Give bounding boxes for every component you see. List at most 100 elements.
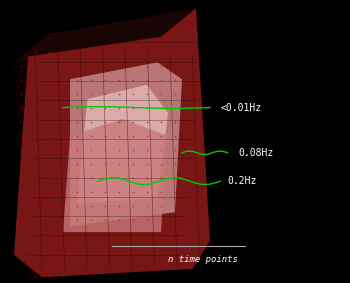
Point (200, 176, 206, 180)
Point (88, 260, 94, 264)
Point (46, 176, 52, 180)
Point (130, 246, 136, 250)
Point (172, 204, 178, 208)
Point (186, 64, 192, 68)
Point (130, 232, 136, 236)
Point (88, 106, 94, 110)
Point (102, 176, 108, 180)
Point (158, 190, 164, 194)
Point (60, 120, 66, 124)
Point (18, 218, 24, 222)
Point (186, 232, 192, 236)
Point (186, 218, 192, 222)
Point (130, 120, 136, 124)
Point (144, 232, 150, 236)
Point (144, 78, 150, 82)
Point (32, 176, 38, 180)
Point (144, 92, 150, 96)
Point (102, 120, 108, 124)
Point (60, 204, 66, 208)
Point (186, 50, 192, 54)
Point (32, 274, 38, 278)
Point (116, 176, 122, 180)
Point (32, 218, 38, 222)
Text: 0.08Hz: 0.08Hz (238, 148, 273, 158)
Point (46, 78, 52, 82)
Point (46, 134, 52, 138)
Point (32, 64, 38, 68)
Point (186, 22, 192, 26)
Point (130, 204, 136, 208)
Point (116, 204, 122, 208)
Point (102, 50, 108, 54)
Point (116, 232, 122, 236)
Point (60, 64, 66, 68)
Point (172, 78, 178, 82)
Point (172, 106, 178, 110)
Point (130, 106, 136, 110)
Point (88, 92, 94, 96)
Point (60, 260, 66, 264)
Point (186, 148, 192, 152)
Point (200, 162, 206, 166)
Point (88, 162, 94, 166)
Point (46, 246, 52, 250)
Point (32, 190, 38, 194)
Point (88, 246, 94, 250)
Point (158, 92, 164, 96)
Point (158, 106, 164, 110)
Point (18, 246, 24, 250)
Point (32, 232, 38, 236)
Point (172, 120, 178, 124)
Point (158, 50, 164, 54)
Point (18, 204, 24, 208)
Point (88, 176, 94, 180)
Point (158, 246, 164, 250)
Point (130, 218, 136, 222)
Point (172, 148, 178, 152)
Point (18, 162, 24, 166)
Point (88, 148, 94, 152)
Point (172, 92, 178, 96)
Point (116, 92, 122, 96)
Point (144, 162, 150, 166)
Point (130, 78, 136, 82)
Point (74, 162, 80, 166)
Point (46, 232, 52, 236)
Point (32, 134, 38, 138)
Point (60, 218, 66, 222)
Point (46, 260, 52, 264)
Point (60, 106, 66, 110)
Point (144, 134, 150, 138)
Point (46, 162, 52, 166)
Point (32, 78, 38, 82)
Point (46, 218, 52, 222)
Point (158, 204, 164, 208)
Point (60, 274, 66, 278)
Point (18, 232, 24, 236)
Point (172, 246, 178, 250)
Point (74, 190, 80, 194)
Point (116, 120, 122, 124)
Point (158, 218, 164, 222)
Point (200, 148, 206, 152)
Point (116, 78, 122, 82)
Point (116, 106, 122, 110)
Point (186, 92, 192, 96)
Point (18, 106, 24, 110)
Point (60, 190, 66, 194)
Point (102, 260, 108, 264)
Point (46, 120, 52, 124)
Point (172, 260, 178, 264)
Point (74, 106, 80, 110)
Point (46, 92, 52, 96)
Point (60, 246, 66, 250)
Point (186, 176, 192, 180)
Point (88, 232, 94, 236)
Point (32, 148, 38, 152)
Point (46, 120, 52, 124)
Point (144, 176, 150, 180)
Point (18, 64, 24, 68)
Point (200, 190, 206, 194)
Point (172, 36, 178, 40)
